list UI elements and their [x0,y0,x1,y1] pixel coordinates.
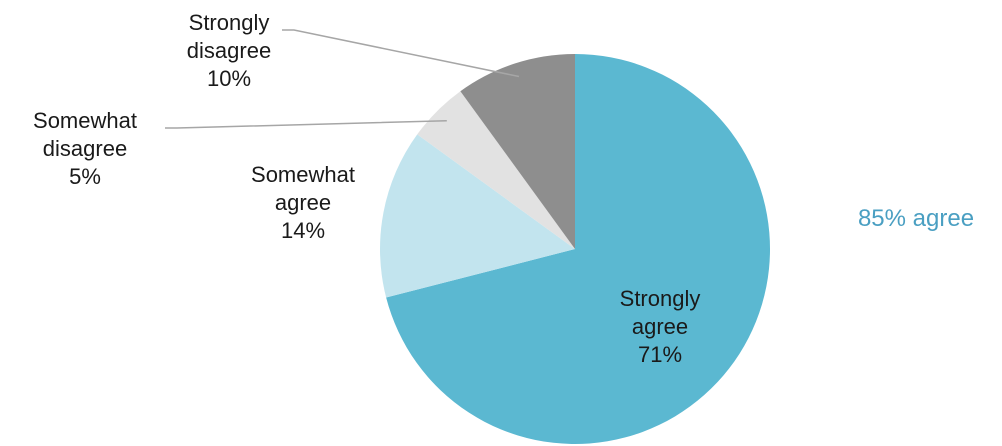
leader-lines [165,29,520,129]
slice-label-somewhat-agree: Somewhat agree 14% [251,162,355,243]
pie-slices [380,54,771,444]
leader-line-strongly-disagree [282,29,520,78]
slice-label-strongly-disagree: Strongly disagree 10% [187,10,271,91]
slice-somewhat-disagree [417,91,575,250]
agree-summary-annotation: 85% agree [858,205,974,232]
slice-somewhat-agree [380,134,575,298]
slice-label-somewhat-disagree: Somewhat disagree 5% [33,108,137,189]
slice-strongly-disagree [460,54,575,249]
slice-label-strongly-agree: Strongly agree 71% [620,286,701,367]
leader-line-somewhat-disagree [165,120,447,129]
slice-strongly-agree [386,54,771,444]
slice-labels: Strongly agree 71% Somewhat agree 14% Somewhat… [33,10,700,367]
